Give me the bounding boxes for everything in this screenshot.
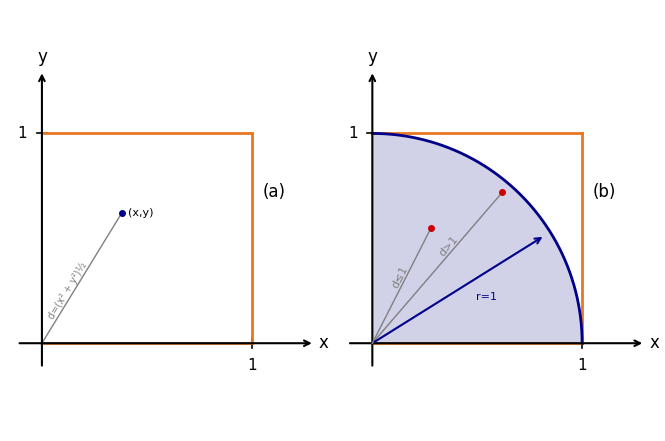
Text: d>1: d>1 — [438, 234, 461, 258]
Text: (b): (b) — [593, 183, 616, 201]
Text: 1: 1 — [17, 126, 27, 141]
Text: (a): (a) — [262, 183, 285, 201]
Text: (x,y): (x,y) — [128, 208, 154, 218]
Text: d=(x² + y²)½: d=(x² + y²)½ — [47, 261, 89, 321]
Text: y: y — [37, 49, 47, 66]
Text: y: y — [367, 49, 377, 66]
Text: 1: 1 — [348, 126, 358, 141]
Text: x: x — [319, 334, 329, 352]
Text: 1: 1 — [247, 358, 257, 373]
Polygon shape — [372, 134, 582, 343]
Text: d≤1: d≤1 — [390, 265, 410, 290]
Text: r=1: r=1 — [475, 292, 497, 303]
Text: x: x — [649, 334, 659, 352]
Text: 1: 1 — [577, 358, 587, 373]
